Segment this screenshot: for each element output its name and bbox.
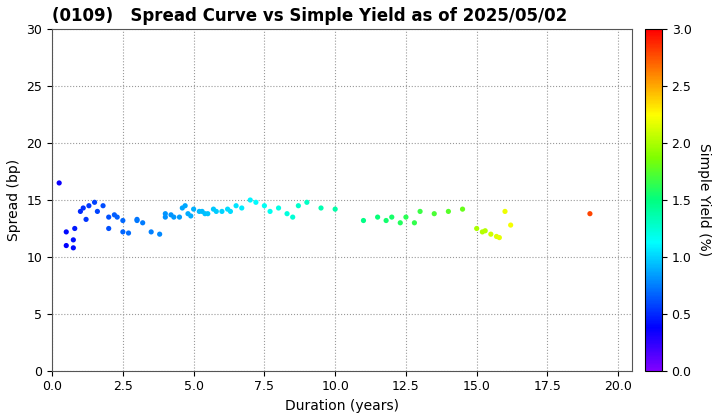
Point xyxy=(60,242,72,249)
Point xyxy=(494,234,505,241)
Point xyxy=(414,208,426,215)
Point xyxy=(91,208,103,215)
Point xyxy=(68,236,79,243)
Point xyxy=(112,214,123,220)
Point xyxy=(282,210,293,217)
Text: (0109)   Spread Curve vs Simple Yield as of 2025/05/02: (0109) Spread Curve vs Simple Yield as o… xyxy=(52,7,567,25)
Point xyxy=(480,227,491,234)
Point xyxy=(471,225,482,232)
Point xyxy=(245,197,256,203)
Point xyxy=(109,211,120,218)
Point xyxy=(174,214,185,220)
X-axis label: Duration (years): Duration (years) xyxy=(285,399,399,413)
Point xyxy=(160,214,171,220)
Point xyxy=(225,208,236,215)
Point xyxy=(176,205,188,211)
Point xyxy=(78,205,89,211)
Point xyxy=(584,210,595,217)
Point xyxy=(131,216,143,223)
Point xyxy=(117,228,129,235)
Point xyxy=(97,202,109,209)
Point xyxy=(75,208,86,215)
Point xyxy=(103,225,114,232)
Point xyxy=(400,214,412,220)
Point xyxy=(485,231,497,238)
Point xyxy=(236,205,248,211)
Point xyxy=(222,206,233,213)
Point xyxy=(428,210,440,217)
Point xyxy=(216,208,228,215)
Point xyxy=(197,208,208,215)
Point xyxy=(165,211,176,218)
Point xyxy=(103,214,114,220)
Point xyxy=(60,228,72,235)
Point xyxy=(409,219,420,226)
Point xyxy=(154,231,166,238)
Point xyxy=(287,214,299,220)
Point xyxy=(258,202,270,209)
Point xyxy=(117,217,129,224)
Point xyxy=(505,222,516,228)
Point xyxy=(83,202,94,209)
Point xyxy=(194,208,205,215)
Point xyxy=(207,206,219,213)
Point xyxy=(89,199,100,206)
Point xyxy=(380,217,392,224)
Point xyxy=(372,214,383,220)
Point xyxy=(202,210,214,217)
Point xyxy=(315,205,327,211)
Point xyxy=(358,217,369,224)
Point xyxy=(477,228,488,235)
Point xyxy=(81,216,92,223)
Point xyxy=(185,213,197,219)
Point xyxy=(168,214,179,220)
Point xyxy=(292,202,304,209)
Point xyxy=(69,225,81,232)
Point xyxy=(330,206,341,213)
Point xyxy=(131,217,143,224)
Point xyxy=(264,208,276,215)
Point xyxy=(250,199,261,206)
Point xyxy=(53,180,65,186)
Point xyxy=(230,202,242,209)
Point xyxy=(395,219,406,226)
Point xyxy=(491,233,503,240)
Point xyxy=(145,228,157,235)
Point xyxy=(199,210,211,217)
Point xyxy=(456,206,468,213)
Point xyxy=(301,199,312,206)
Point xyxy=(179,202,191,209)
Point xyxy=(123,230,135,236)
Point xyxy=(386,214,397,220)
Point xyxy=(273,205,284,211)
Point xyxy=(160,210,171,217)
Point xyxy=(182,210,194,217)
Point xyxy=(443,208,454,215)
Point xyxy=(188,206,199,213)
Point xyxy=(68,244,79,251)
Y-axis label: Simple Yield (%): Simple Yield (%) xyxy=(697,144,711,257)
Point xyxy=(137,219,148,226)
Point xyxy=(499,208,510,215)
Point xyxy=(210,208,222,215)
Y-axis label: Spread (bp): Spread (bp) xyxy=(7,159,21,241)
